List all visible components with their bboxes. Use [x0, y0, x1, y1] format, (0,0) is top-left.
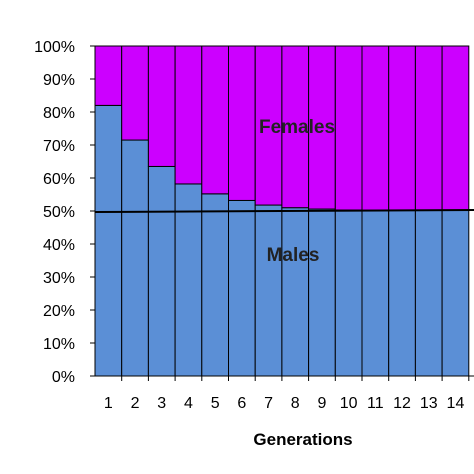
x-tick-label-6: 6: [237, 395, 246, 412]
bar-females-6: [228, 45, 256, 201]
bar-males-13: [414, 209, 443, 377]
bar-females-12: [388, 45, 416, 211]
bar-females-11: [361, 45, 390, 211]
bar-males-9: [308, 208, 336, 377]
bar-males-12: [388, 209, 416, 377]
bar-males-11: [361, 209, 390, 377]
x-tick-label-13: 13: [420, 395, 438, 412]
bar-females-9: [308, 45, 336, 210]
bar-females-5: [201, 45, 230, 195]
bar-females-7: [254, 45, 283, 206]
y-tick-label-1: 10%: [43, 336, 75, 353]
bar-females-3: [147, 45, 176, 167]
y-tick-label-3: 30%: [43, 270, 75, 287]
x-tick-label-10: 10: [340, 395, 358, 412]
x-axis-ticks: 1 2 3 4 5 6 7 8 9 10 11 12 13 14: [95, 375, 474, 412]
bar-females-8: [281, 45, 310, 209]
bar-males-6: [228, 199, 256, 377]
y-tick-label-2: 20%: [43, 303, 75, 320]
x-tick-label-8: 8: [291, 395, 300, 412]
bar-males-8: [281, 207, 310, 377]
bar-males-2: [121, 139, 149, 377]
y-tick-label-0: 0%: [52, 369, 75, 386]
bar-males-3: [147, 165, 176, 377]
plot-area: [94, 45, 474, 377]
series-label-males: Males: [267, 245, 320, 266]
bar-females-1: [94, 45, 123, 106]
x-tick-label-9: 9: [317, 395, 326, 412]
x-tick-label-3: 3: [157, 395, 166, 412]
y-tick-label-9: 90%: [43, 72, 75, 89]
y-tick-label-5: 50%: [43, 204, 75, 221]
x-tick-label-5: 5: [211, 395, 220, 412]
series-label-females: Females: [259, 117, 335, 138]
x-tick-label-7: 7: [264, 395, 273, 412]
x-tick-label-14: 14: [447, 395, 465, 412]
x-tick-label-2: 2: [131, 395, 140, 412]
y-tick-label-10: 100%: [34, 39, 75, 56]
bar-males-10: [334, 209, 363, 377]
bar-females-4: [174, 45, 203, 185]
bar-males-4: [174, 183, 203, 377]
bar-females-2: [121, 45, 149, 141]
x-tick-label-11: 11: [367, 395, 384, 412]
y-tick-label-7: 70%: [43, 138, 75, 155]
x-tick-label-4: 4: [184, 395, 193, 412]
y-tick-label-4: 40%: [43, 237, 75, 254]
bar-females-13: [414, 45, 443, 211]
x-tick-label-12: 12: [393, 395, 411, 412]
x-axis-title: Generations: [253, 430, 352, 449]
bar-females-14: [441, 45, 470, 211]
bar-females-10: [334, 45, 363, 211]
reference-line-50: [94, 209, 474, 213]
y-tick-label-8: 80%: [43, 105, 75, 122]
bar-males-7: [254, 204, 283, 377]
y-axis-ticks: 0% 10% 20% 30% 40% 50% 60% 70% 80% 90% 100%: [34, 39, 96, 386]
bar-males-5: [201, 193, 230, 377]
y-tick-label-6: 60%: [43, 171, 75, 188]
x-tick-label-1: 1: [104, 395, 113, 412]
bar-males-14: [441, 209, 470, 377]
bar-males-1: [94, 104, 123, 377]
